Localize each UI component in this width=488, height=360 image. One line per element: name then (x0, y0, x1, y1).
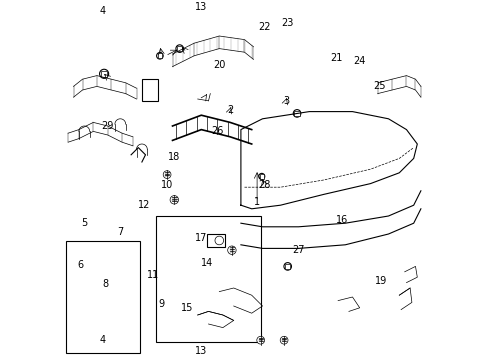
Text: 18: 18 (168, 152, 180, 162)
Bar (101, 71, 107, 77)
Bar (177, 46, 182, 51)
Text: 13: 13 (195, 2, 207, 12)
Bar (285, 264, 290, 269)
Circle shape (215, 236, 223, 245)
Circle shape (163, 171, 171, 179)
Bar (157, 54, 162, 58)
Text: 7: 7 (117, 227, 123, 237)
Text: 8: 8 (102, 279, 109, 289)
Text: 29: 29 (102, 121, 114, 131)
Circle shape (156, 53, 163, 59)
Text: 4: 4 (99, 335, 105, 345)
Text: 20: 20 (213, 60, 225, 70)
Circle shape (280, 336, 287, 344)
Bar (142, 79, 158, 101)
Bar (66, 241, 140, 353)
Circle shape (170, 195, 178, 204)
Text: 6: 6 (78, 260, 83, 270)
Text: 14: 14 (200, 258, 212, 268)
Circle shape (256, 336, 264, 344)
Text: 13: 13 (195, 346, 207, 356)
Text: 25: 25 (372, 81, 385, 91)
Text: 22: 22 (258, 22, 270, 32)
Bar (294, 111, 299, 116)
Bar (206, 234, 224, 247)
Text: 15: 15 (181, 303, 193, 313)
Bar (156, 216, 260, 342)
Circle shape (227, 246, 236, 255)
Text: 4: 4 (99, 6, 105, 16)
Text: 24: 24 (353, 56, 365, 66)
Circle shape (258, 174, 264, 179)
Text: 17: 17 (195, 233, 207, 243)
Text: 9: 9 (158, 299, 164, 309)
Text: 2: 2 (226, 105, 233, 115)
Circle shape (284, 263, 291, 270)
Bar (259, 174, 264, 179)
Text: 16: 16 (335, 215, 347, 225)
Text: 10: 10 (161, 180, 173, 190)
Text: 21: 21 (329, 53, 342, 63)
Circle shape (176, 45, 183, 53)
Text: 23: 23 (281, 18, 293, 28)
Circle shape (293, 109, 300, 117)
Text: 3: 3 (282, 96, 288, 106)
Text: 28: 28 (258, 180, 270, 190)
Text: 26: 26 (211, 126, 223, 136)
Text: 1: 1 (254, 197, 260, 207)
Circle shape (100, 69, 108, 78)
Text: 27: 27 (292, 245, 304, 255)
Text: 12: 12 (137, 200, 150, 210)
Text: 5: 5 (81, 218, 87, 228)
Text: 11: 11 (146, 270, 159, 280)
Text: 19: 19 (374, 276, 386, 286)
